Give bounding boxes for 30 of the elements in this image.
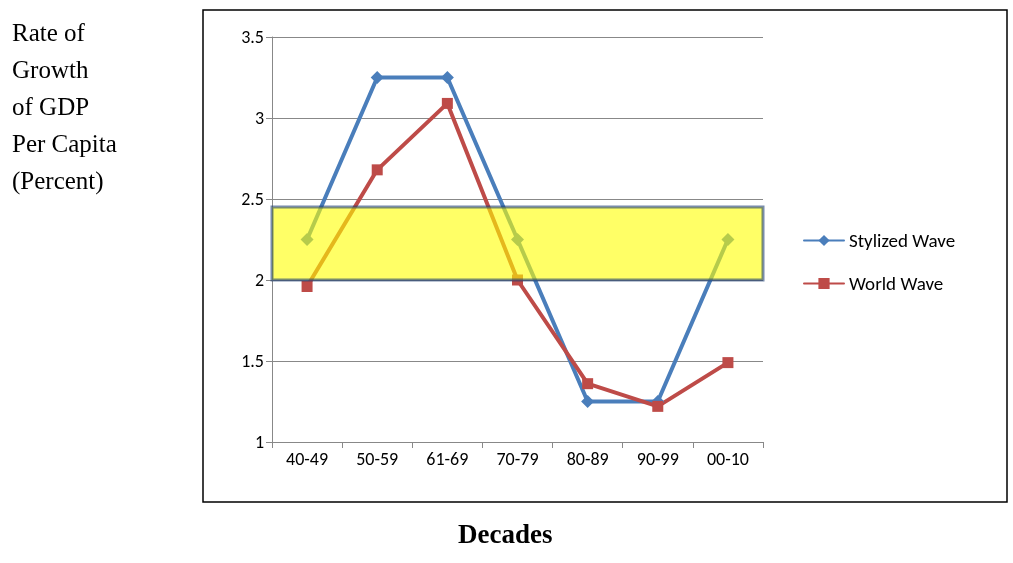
point bbox=[652, 400, 664, 412]
y-tick-label: 3 bbox=[254, 107, 264, 129]
point bbox=[301, 280, 313, 292]
x-tick-label: 61-69 bbox=[426, 448, 469, 470]
point bbox=[371, 164, 383, 176]
legend-label: Stylized Wave bbox=[849, 229, 956, 252]
point bbox=[721, 233, 735, 246]
legend-label: World Wave bbox=[849, 272, 944, 295]
point bbox=[440, 71, 454, 84]
x-tick-label: 00-10 bbox=[706, 448, 749, 470]
x-tick-label: 90-99 bbox=[636, 448, 679, 470]
y-tick-label: 2 bbox=[254, 269, 264, 291]
x-tick-label: 50-59 bbox=[356, 448, 399, 470]
x-axis-title: Decades bbox=[458, 518, 553, 549]
point bbox=[300, 233, 314, 246]
point bbox=[511, 233, 524, 246]
point bbox=[582, 378, 594, 390]
point bbox=[512, 274, 523, 286]
point bbox=[370, 71, 384, 84]
x-tick-label: 70-79 bbox=[496, 448, 539, 470]
y-tick-label: 3.5 bbox=[241, 26, 264, 48]
y-tick-label: 2.5 bbox=[241, 188, 264, 210]
point bbox=[722, 357, 734, 369]
y-tick-label: 1.5 bbox=[241, 350, 264, 372]
y-axis-title: Rate of Growth of GDP Per Capita (Percent) bbox=[12, 19, 117, 195]
x-tick-label: 40-49 bbox=[286, 448, 329, 470]
x-tick-label: 80-89 bbox=[566, 448, 609, 470]
y-tick-label: 1 bbox=[254, 431, 264, 453]
point bbox=[581, 395, 595, 408]
point bbox=[441, 97, 453, 109]
